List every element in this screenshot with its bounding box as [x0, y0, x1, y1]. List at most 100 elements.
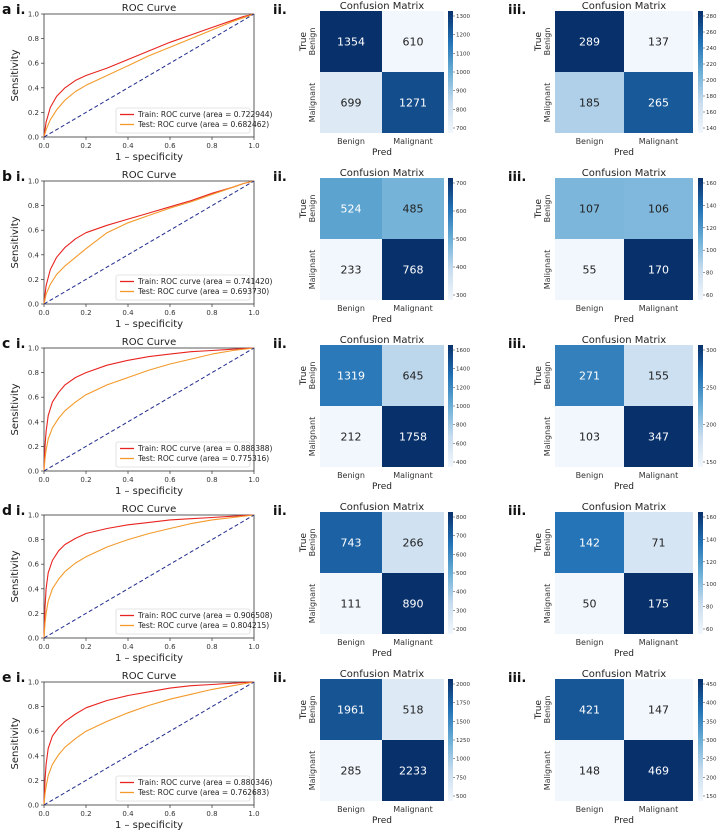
colorbar-tick-label: 1300 — [456, 14, 470, 20]
colorbar — [698, 679, 703, 801]
roc-panel: i. ROC Curve 0.0 0.2 0.4 0.6 0.8 1.0 0.0 0.2 0.4 0.… — [10, 671, 273, 831]
x-category-label: Benign — [337, 805, 365, 814]
heatmap-cell — [382, 406, 444, 467]
confusion-matrix-panel-train: ii. Confusion Matrix 1319 645 212 1758 Benign B… — [273, 335, 470, 492]
test-roc-line — [43, 681, 255, 806]
chart-title: Confusion Matrix — [582, 335, 666, 346]
cell-value: 645 — [403, 370, 424, 383]
plot-frame — [43, 347, 255, 472]
x-axis-label: Pred — [614, 148, 634, 158]
chart-title: ROC Curve — [122, 170, 176, 181]
colorbar — [448, 679, 453, 801]
y-tick-label: 0.2 — [28, 443, 39, 451]
x-tick-label: 0.2 — [80, 142, 91, 150]
colorbar-tick-label: 200 — [706, 423, 717, 429]
confusion-matrix-panel-test: iii. Confusion Matrix 142 71 50 175 Benign Beni… — [508, 502, 717, 659]
y-tick-label: 0.0 — [28, 468, 39, 476]
chance-diagonal-line — [43, 514, 255, 639]
heatmap-cell — [382, 679, 444, 740]
heatmap-cell — [624, 72, 693, 133]
chart-title: Confusion Matrix — [340, 168, 424, 179]
chart-title: Confusion Matrix — [582, 168, 666, 179]
train-roc-line — [43, 13, 255, 138]
legend-box — [115, 775, 251, 802]
cell-value: 148 — [579, 765, 600, 778]
cell-value: 265 — [648, 97, 669, 110]
colorbar-tick-label: 1600 — [456, 348, 470, 354]
cell-value: 111 — [341, 598, 362, 611]
y-tick-label: 0.0 — [28, 301, 39, 309]
heatmap-cell — [624, 679, 693, 740]
colorbar-tick-label: 120 — [706, 226, 717, 232]
cell-value: 233 — [341, 264, 362, 277]
colorbar — [698, 178, 703, 300]
x-category-label: Malignant — [393, 638, 433, 647]
heatmap-cell — [624, 573, 693, 634]
cell-value: 175 — [648, 598, 669, 611]
colorbar — [448, 345, 453, 467]
roc-panel: i. ROC Curve 0.0 0.2 0.4 0.6 0.8 1.0 0.0 0.2 0.4 0.… — [10, 337, 273, 497]
y-category-label: Benign — [543, 529, 552, 557]
cell-value: 103 — [579, 431, 600, 444]
y-axis-label: Sensitivity — [10, 216, 21, 268]
chart-title: Confusion Matrix — [582, 502, 666, 513]
cell-value: 347 — [648, 431, 669, 444]
y-category-label: Benign — [308, 28, 317, 56]
heatmap-cell — [555, 679, 624, 740]
cell-value: 289 — [579, 36, 600, 49]
chart-title: Confusion Matrix — [340, 1, 424, 12]
x-category-label: Malignant — [393, 805, 433, 814]
x-category-label: Malignant — [639, 638, 679, 647]
colorbar-tick-label: 800 — [456, 107, 467, 113]
legend-entry: Train: ROC curve (area = 0.722944) — [137, 110, 273, 119]
colorbar-tick-label: 80 — [706, 605, 713, 611]
colorbar — [448, 512, 453, 634]
chance-diagonal-line — [43, 13, 255, 138]
y-tick-label: 0.4 — [28, 418, 40, 426]
cell-value: 266 — [403, 537, 424, 550]
colorbar-tick-label: 140 — [706, 126, 717, 132]
cell-value: 147 — [648, 704, 669, 717]
cell-value: 155 — [648, 370, 669, 383]
cell-value: 699 — [341, 97, 362, 110]
x-tick-label: 1.0 — [248, 643, 259, 651]
y-category-label: Benign — [308, 362, 317, 390]
colorbar — [698, 345, 703, 467]
x-tick-label: 0.6 — [164, 309, 176, 317]
cell-value: 71 — [652, 537, 666, 550]
x-tick-label: 0.6 — [164, 643, 176, 651]
train-roc-line — [43, 514, 255, 639]
x-tick-label: 0.2 — [80, 810, 91, 818]
cell-value: 55 — [583, 264, 597, 277]
x-axis-label: Pred — [372, 482, 392, 492]
heatmap-cell — [320, 679, 382, 740]
x-axis-label: 1 – specificity — [115, 152, 183, 163]
heatmap-cell — [624, 345, 693, 406]
x-axis-label: Pred — [614, 649, 634, 659]
colorbar-tick-label: 150 — [706, 460, 717, 466]
colorbar-tick-label: 260 — [706, 30, 717, 36]
chart-title: ROC Curve — [122, 337, 176, 348]
y-category-label: Malignant — [308, 584, 317, 624]
x-tick-label: 0.2 — [80, 643, 91, 651]
x-axis-label: Pred — [614, 482, 634, 492]
y-tick-label: 0.4 — [28, 84, 40, 92]
x-tick-label: 0.0 — [38, 142, 49, 150]
x-category-label: Malignant — [639, 304, 679, 313]
cell-value: 285 — [341, 765, 362, 778]
y-tick-label: 0.2 — [28, 109, 39, 117]
row-label: b — [2, 169, 12, 185]
heatmap-cell — [624, 512, 693, 573]
colorbar-tick-label: 700 — [456, 534, 467, 540]
colorbar — [698, 11, 703, 133]
colorbar-tick-label: 1200 — [456, 33, 470, 39]
y-axis-label: True — [534, 699, 544, 720]
y-tick-label: 0.8 — [28, 202, 39, 210]
y-tick-label: 0.8 — [28, 35, 39, 43]
x-category-label: Benign — [337, 304, 365, 313]
y-tick-label: 0.6 — [28, 561, 40, 569]
x-tick-label: 0.4 — [122, 142, 134, 150]
colorbar-tick-label: 350 — [706, 719, 717, 725]
heatmap-cell — [624, 239, 693, 300]
y-category-label: Benign — [308, 529, 317, 557]
